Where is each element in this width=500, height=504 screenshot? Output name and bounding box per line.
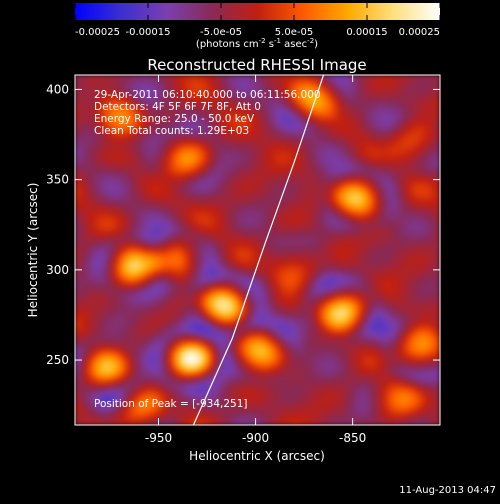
y-tick-label: 400 <box>46 82 69 96</box>
annotation-detectors: Detectors: 4F 5F 6F 7F 8F, Att 0 <box>94 101 261 113</box>
y-axis-tick-labels: 250 300 350 400 <box>46 82 69 367</box>
colorbar-ticks <box>74 3 441 20</box>
y-tick-label: 250 <box>46 353 69 367</box>
colorbar-tick-label: -0.00025 <box>75 27 120 38</box>
x-tick-label: -900 <box>242 431 269 445</box>
x-axis-tick-labels: -950 -900 -850 <box>145 431 366 445</box>
footer-timestamp: 11-Aug-2013 04:47 <box>399 485 496 496</box>
colorbar-gradient <box>75 3 440 20</box>
x-tick-label: -950 <box>145 431 172 445</box>
colorbar-tick-label: 5.0e-05 <box>275 27 313 38</box>
colorbar: -0.00025 -0.00015 -5.0e-05 5.0e-05 0.00015 0.… <box>74 3 441 50</box>
annotation-time-range: 29-Apr-2011 06:10:40.000 to 06:11:56.000 <box>94 89 321 101</box>
colorbar-tick-label: -5.0e-05 <box>200 27 242 38</box>
y-tick-label: 350 <box>46 173 69 187</box>
plot-frame <box>74 74 441 426</box>
colorbar-tick-label: 0.00025 <box>399 27 440 38</box>
colorbar-tick-label: 0.00015 <box>346 27 387 38</box>
observation-annotations: 29-Apr-2011 06:10:40.000 to 06:11:56.000… <box>94 89 321 410</box>
y-tick-label: 300 <box>46 263 69 277</box>
colorbar-units: (photons cm-2 s-1 asec-2) <box>196 37 318 50</box>
peak-position-label: Position of Peak = [-934,251] <box>94 398 248 410</box>
y-axis-label: Heliocentric Y (arcsec) <box>26 183 40 318</box>
x-tick-label: -850 <box>339 431 366 445</box>
plot-area: -950 -900 -850 250 300 350 400 <box>46 74 441 445</box>
chart-title: Reconstructed RHESSI Image <box>147 56 366 74</box>
colorbar-tick-labels: -0.00025 -0.00015 -5.0e-05 5.0e-05 0.00015 0.… <box>75 27 440 38</box>
y-axis-ticks <box>75 88 440 361</box>
colorbar-tick-label: -0.00015 <box>126 27 171 38</box>
annotation-energy-range: Energy Range: 25.0 - 50.0 keV <box>94 113 255 125</box>
heatmap-image <box>75 75 440 425</box>
solar-limb-arc <box>192 75 325 425</box>
x-axis-ticks <box>157 75 354 425</box>
x-axis-label: Heliocentric X (arcsec) <box>189 449 325 463</box>
annotation-clean-counts: Clean Total counts: 1.29E+03 <box>94 125 249 137</box>
